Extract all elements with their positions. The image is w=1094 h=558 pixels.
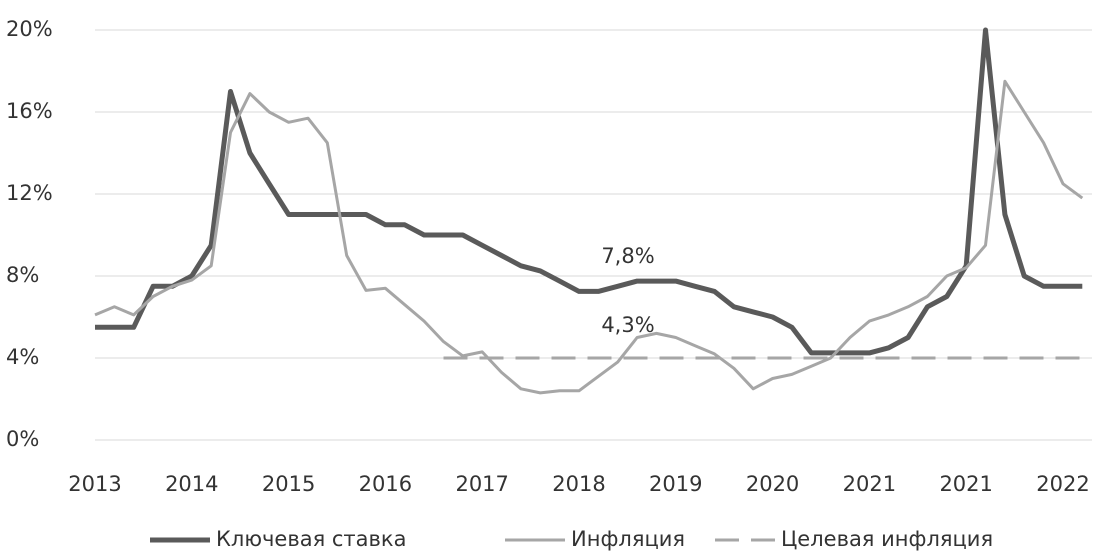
y-tick-label: 12% [6, 181, 53, 205]
x-tick-label: 2013 [68, 472, 121, 496]
legend-label: Инфляция [571, 527, 685, 551]
plot: 0% 4% 8% 12% 16% 20% 2013 2014 2015 2016 2017 2018 2… [6, 17, 1092, 551]
x-tick-label: 2019 [649, 472, 702, 496]
y-tick-label: 0% [6, 427, 39, 451]
x-tick-label: 2021 [939, 472, 992, 496]
series-line [95, 27, 1083, 356]
x-tick-label: 2021 [843, 472, 896, 496]
annotation: 4,3% [601, 313, 654, 337]
x-tick-label: 2015 [262, 472, 315, 496]
y-tick-label: 16% [6, 99, 53, 123]
annotation: 7,8% [601, 244, 654, 268]
y-tick-label: 4% [6, 345, 39, 369]
y-tick-label: 8% [6, 263, 39, 287]
legend-label: Ключевая ставка [216, 527, 406, 551]
x-tick-label: 2014 [165, 472, 218, 496]
x-tick-label: 2018 [552, 472, 605, 496]
x-tick-label: 2017 [455, 472, 508, 496]
x-tick-label: 2016 [359, 472, 412, 496]
x-tick-label: 2022 [1036, 472, 1089, 496]
series-line [94, 79, 1084, 395]
legend-label: Целевая инфляция [781, 527, 993, 551]
y-tick-label: 20% [6, 17, 53, 41]
x-tick-label: 2020 [746, 472, 799, 496]
